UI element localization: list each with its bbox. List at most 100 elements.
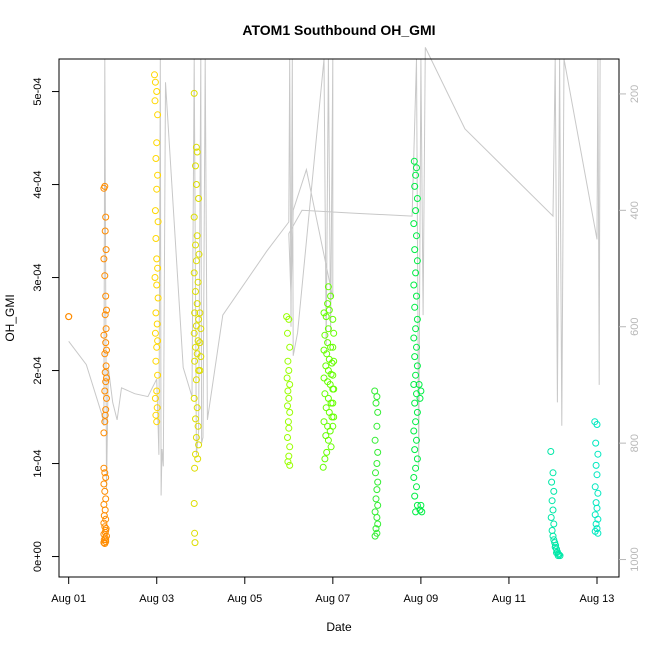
data-point <box>412 207 420 215</box>
data-point <box>196 339 204 347</box>
data-point <box>152 235 160 242</box>
data-point <box>152 309 160 317</box>
data-point <box>151 97 159 105</box>
data-point <box>100 512 108 520</box>
data-point <box>372 495 380 503</box>
data-point <box>322 313 330 321</box>
data-point <box>101 418 109 426</box>
data-point <box>191 539 199 547</box>
right-axis: 200 400 600 800 1000 <box>619 85 641 572</box>
data-point <box>191 357 199 365</box>
data-point <box>153 185 161 193</box>
data-point <box>283 374 291 382</box>
data-point <box>374 408 382 416</box>
x-axis-label: Date <box>326 620 352 634</box>
data-point <box>330 413 338 421</box>
data-point <box>592 520 600 528</box>
data-point <box>154 171 162 179</box>
data-point <box>195 441 203 449</box>
data-point <box>413 195 421 202</box>
data-point <box>319 463 327 471</box>
data-point <box>554 552 562 560</box>
data-point <box>284 387 292 395</box>
data-point <box>102 362 110 370</box>
x-tick-label: Aug 09 <box>403 593 438 605</box>
x-tick-label: Aug 01 <box>51 593 86 605</box>
data-point <box>374 520 382 528</box>
data-point <box>192 257 200 265</box>
data-point <box>154 371 162 379</box>
data-point <box>151 71 158 79</box>
data-point <box>194 455 202 463</box>
data-point <box>102 292 110 300</box>
data-point <box>593 421 601 428</box>
data-point <box>413 315 421 323</box>
data-point <box>285 315 293 323</box>
data-point <box>593 471 601 479</box>
data-point <box>373 514 381 521</box>
data-point <box>592 439 600 447</box>
data-point <box>373 486 381 494</box>
data-point <box>594 450 602 458</box>
data-point <box>192 162 199 170</box>
data-point <box>322 404 330 412</box>
data-point <box>413 343 420 351</box>
data-point <box>329 371 337 379</box>
data-point <box>154 337 162 345</box>
data-point <box>284 458 292 466</box>
data-point <box>415 381 423 388</box>
data-point <box>373 393 381 401</box>
y-tick-label: 1e-04 <box>32 449 44 477</box>
data-point <box>411 399 419 407</box>
data-point <box>101 528 109 536</box>
data-point <box>324 300 332 308</box>
y-tick-label: 4e-04 <box>32 170 44 198</box>
data-point <box>192 415 199 423</box>
data-point <box>547 448 555 455</box>
data-point <box>153 88 161 95</box>
data-point <box>320 418 328 426</box>
data-point <box>101 506 109 514</box>
data-point <box>328 359 336 367</box>
data-point <box>154 111 162 119</box>
data-point <box>410 474 418 481</box>
data-point <box>102 246 110 254</box>
data-point <box>417 387 425 395</box>
data-point <box>411 182 419 190</box>
data-point <box>191 309 199 317</box>
data-point <box>153 418 161 426</box>
data-point <box>321 331 329 339</box>
data-point <box>327 443 335 451</box>
right-tick-label: 600 <box>629 318 641 336</box>
data-point <box>413 164 420 172</box>
data-point <box>374 478 382 486</box>
data-point <box>196 309 204 317</box>
x-tick-label: Aug 07 <box>315 593 350 605</box>
x-tick-label: Aug 05 <box>227 593 262 605</box>
x-tick-label: Aug 03 <box>139 593 174 605</box>
data-point <box>330 329 338 337</box>
data-point <box>372 399 380 407</box>
data-point <box>412 325 420 333</box>
data-point <box>594 489 602 497</box>
data-point <box>152 155 160 162</box>
data-point <box>550 520 558 528</box>
data-point <box>592 499 600 507</box>
x-axis: Aug 01 Aug 03 Aug 05 Aug 07 Aug 09 Aug 11 Aug … <box>51 576 614 605</box>
chart-title: ATOM1 Southbound OH_GMI <box>242 22 435 38</box>
data-point <box>329 315 337 323</box>
y-tick-label: 0e+00 <box>32 541 44 572</box>
right-tick-label: 800 <box>629 434 641 452</box>
data-point <box>284 402 291 410</box>
data-point <box>154 264 162 272</box>
data-point <box>151 394 159 402</box>
data-point <box>102 525 110 533</box>
data-point <box>190 269 198 277</box>
data-point <box>412 269 420 277</box>
y-tick-label: 5e-04 <box>32 77 44 105</box>
data-point <box>286 443 294 451</box>
data-point <box>101 311 109 319</box>
data-point <box>284 418 292 426</box>
data-point <box>286 343 294 351</box>
